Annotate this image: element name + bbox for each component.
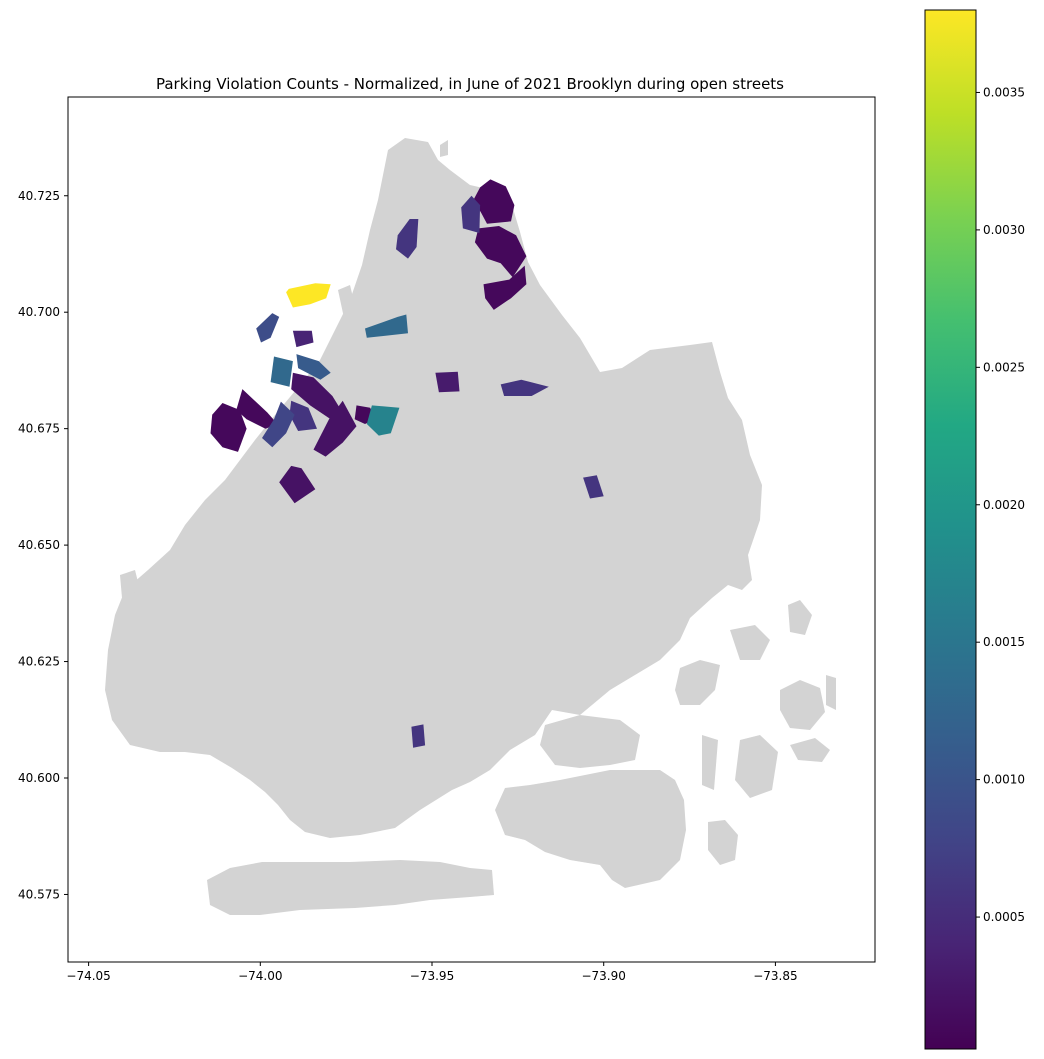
x-tick-label-1: −74.00	[238, 969, 282, 983]
region-2	[474, 226, 527, 278]
y-tick-label-6: 40.725	[18, 189, 60, 203]
region-15	[210, 403, 247, 452]
colorbar-gradient	[924, 9, 977, 1050]
region-16	[262, 401, 295, 448]
region-14	[236, 389, 278, 429]
region-19	[366, 405, 400, 436]
region-8	[292, 330, 314, 348]
colorbar-tick-label-6: 0.0035	[983, 85, 1025, 99]
brooklyn-landmass	[105, 138, 836, 915]
colorbar-tick-label-2: 0.0015	[983, 635, 1025, 649]
region-1	[473, 179, 515, 224]
y-tick-label-4: 40.675	[18, 422, 60, 436]
region-21	[500, 379, 549, 396]
x-tick-label-2: −73.95	[410, 969, 454, 983]
region-10	[296, 354, 331, 380]
x-tick-label-3: −73.90	[581, 969, 625, 983]
plot-area: −74.05 −74.00 −73.95 −73.90 −73.85 40.57540.…	[18, 96, 876, 983]
y-axis-ticks: 40.575 40.600 40.625 40.650 40.675 40.700 40.7…	[18, 189, 68, 901]
region-22	[583, 475, 604, 499]
y-tick-label-0: 40.575	[18, 887, 60, 901]
region-0	[286, 283, 331, 308]
y-tick-label-3: 40.650	[18, 538, 60, 552]
region-11	[291, 372, 341, 420]
colorbar-ticks: 0.0005 0.0010 0.0015 0.0020 0.0025 0.0030 0.00…	[976, 85, 1025, 924]
axes-frame	[67, 96, 876, 963]
region-7	[256, 313, 280, 343]
region-13	[289, 400, 317, 431]
colorbar-tick-label-3: 0.0020	[983, 498, 1025, 512]
region-layer	[210, 179, 604, 748]
x-axis-ticks: −74.05 −74.00 −73.95 −73.90 −73.85	[66, 962, 798, 983]
region-5	[396, 219, 419, 259]
region-6	[365, 314, 408, 338]
y-tick-label-5: 40.700	[18, 305, 60, 319]
colorbar-tick-label-1: 0.0010	[983, 773, 1025, 787]
chart-title: Parking Violation Counts - Normalized, i…	[156, 75, 784, 93]
y-tick-label-2: 40.625	[18, 655, 60, 669]
x-tick-label-0: −74.05	[66, 969, 110, 983]
region-20	[435, 371, 460, 393]
y-tick-label-1: 40.600	[18, 771, 60, 785]
colorbar-tick-label-0: 0.0005	[983, 910, 1025, 924]
region-9	[270, 356, 293, 387]
region-17	[279, 465, 316, 504]
colorbar-tick-label-5: 0.0030	[983, 223, 1025, 237]
x-tick-label-4: −73.85	[753, 969, 797, 983]
colorbar: 0.0005 0.0010 0.0015 0.0020 0.0025 0.0030 0.00…	[924, 9, 1025, 1050]
region-3	[483, 265, 527, 310]
region-4	[461, 195, 481, 233]
colorbar-tick-label-4: 0.0025	[983, 360, 1025, 374]
region-12	[313, 400, 357, 457]
region-23	[411, 724, 426, 748]
